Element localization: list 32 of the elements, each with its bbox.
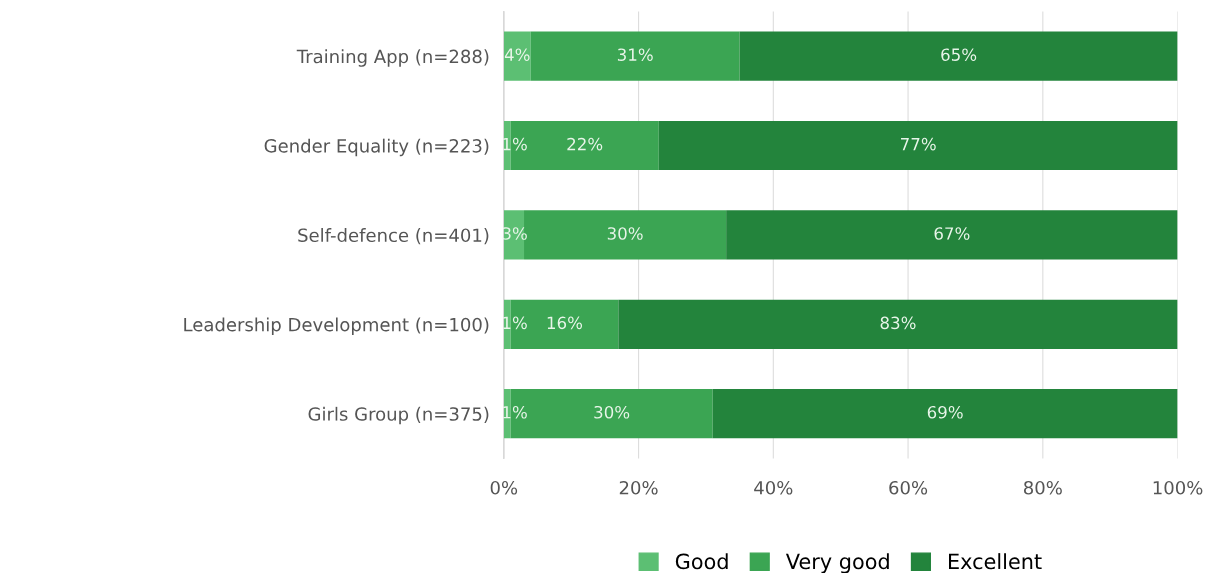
x-tick-label: 20% bbox=[619, 480, 658, 495]
data-label: 22% bbox=[567, 137, 603, 151]
data-label: 67% bbox=[934, 227, 970, 240]
bar bbox=[503, 31, 531, 81]
data-label: 30% bbox=[594, 405, 630, 419]
data-label: 4% bbox=[504, 48, 530, 61]
x-tick-label: 40% bbox=[754, 480, 793, 495]
data-label: 83% bbox=[880, 316, 916, 330]
data-label: 77% bbox=[901, 137, 936, 151]
bar bbox=[739, 31, 1178, 81]
data-label: 69% bbox=[927, 405, 963, 419]
x-tick-label: 100% bbox=[1153, 480, 1203, 495]
y-tick-label: Training App (n=288) bbox=[296, 49, 489, 67]
y-tick-label: Girls Group (n=375) bbox=[308, 406, 489, 425]
y-tick-label: Self-defence (n=401) bbox=[298, 228, 489, 245]
bar bbox=[712, 389, 1178, 439]
bar bbox=[726, 210, 1178, 260]
legend-label: Good bbox=[675, 553, 728, 570]
y-tick-label: Leadership Development (n=100) bbox=[184, 317, 489, 335]
bar bbox=[530, 31, 740, 81]
data-label: 16% bbox=[547, 316, 583, 330]
data-label: 65% bbox=[941, 48, 977, 61]
legend-label: Very good bbox=[785, 553, 889, 573]
bar bbox=[618, 299, 1178, 349]
bar bbox=[658, 120, 1178, 171]
x-tick-label: 0% bbox=[490, 480, 518, 495]
x-tick-label: 80% bbox=[1023, 480, 1062, 495]
data-label: 31% bbox=[617, 48, 653, 61]
data-label: 30% bbox=[607, 227, 643, 240]
legend-label: Excellent bbox=[949, 553, 1042, 570]
y-tick-label: Gender Equality (n=223) bbox=[264, 138, 489, 157]
x-tick-label: 60% bbox=[889, 480, 928, 495]
